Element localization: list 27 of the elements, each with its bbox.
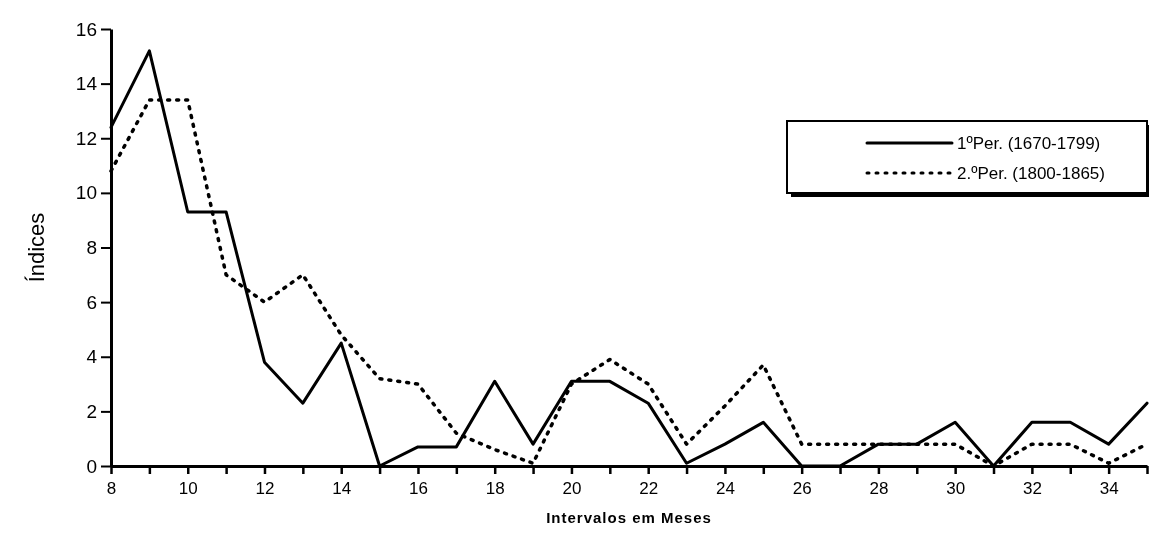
x-tick-label: 32 <box>1022 479 1042 499</box>
x-tick-label: 12 <box>255 479 275 499</box>
y-tick-label: 16 <box>75 18 97 40</box>
x-tick-label: 30 <box>946 479 966 499</box>
y-tick-label: 12 <box>75 127 97 149</box>
y-tick-label: 4 <box>86 346 98 368</box>
x-tick-label: 28 <box>869 479 889 499</box>
x-tick-label: 16 <box>409 479 428 499</box>
x-tick-label: 18 <box>485 479 505 499</box>
x-tick-label: 24 <box>715 479 735 499</box>
y-tick-label: 2 <box>86 400 97 422</box>
legend-label: 1ºPer. (1670-1799) <box>957 133 1101 153</box>
x-tick-label: 26 <box>792 479 812 499</box>
x-tick-label: 8 <box>106 479 117 499</box>
x-tick-label: 10 <box>178 479 198 499</box>
y-tick-label: 10 <box>75 182 97 204</box>
y-tick-label: 0 <box>86 455 97 477</box>
x-tick-label: 22 <box>639 479 659 499</box>
x-tick-label: 34 <box>1099 479 1119 499</box>
y-tick-label: 8 <box>86 237 97 259</box>
x-tick-label: 14 <box>332 479 352 499</box>
legend-label: 2.ºPer. (1800-1865) <box>957 163 1105 183</box>
x-tick-label: 20 <box>562 479 582 499</box>
y-tick-label: 14 <box>75 73 98 95</box>
x-axis-title: Intervalos em Meses <box>546 509 712 526</box>
y-tick-label: 6 <box>86 291 97 313</box>
y-axis-title: Índices <box>24 212 49 283</box>
